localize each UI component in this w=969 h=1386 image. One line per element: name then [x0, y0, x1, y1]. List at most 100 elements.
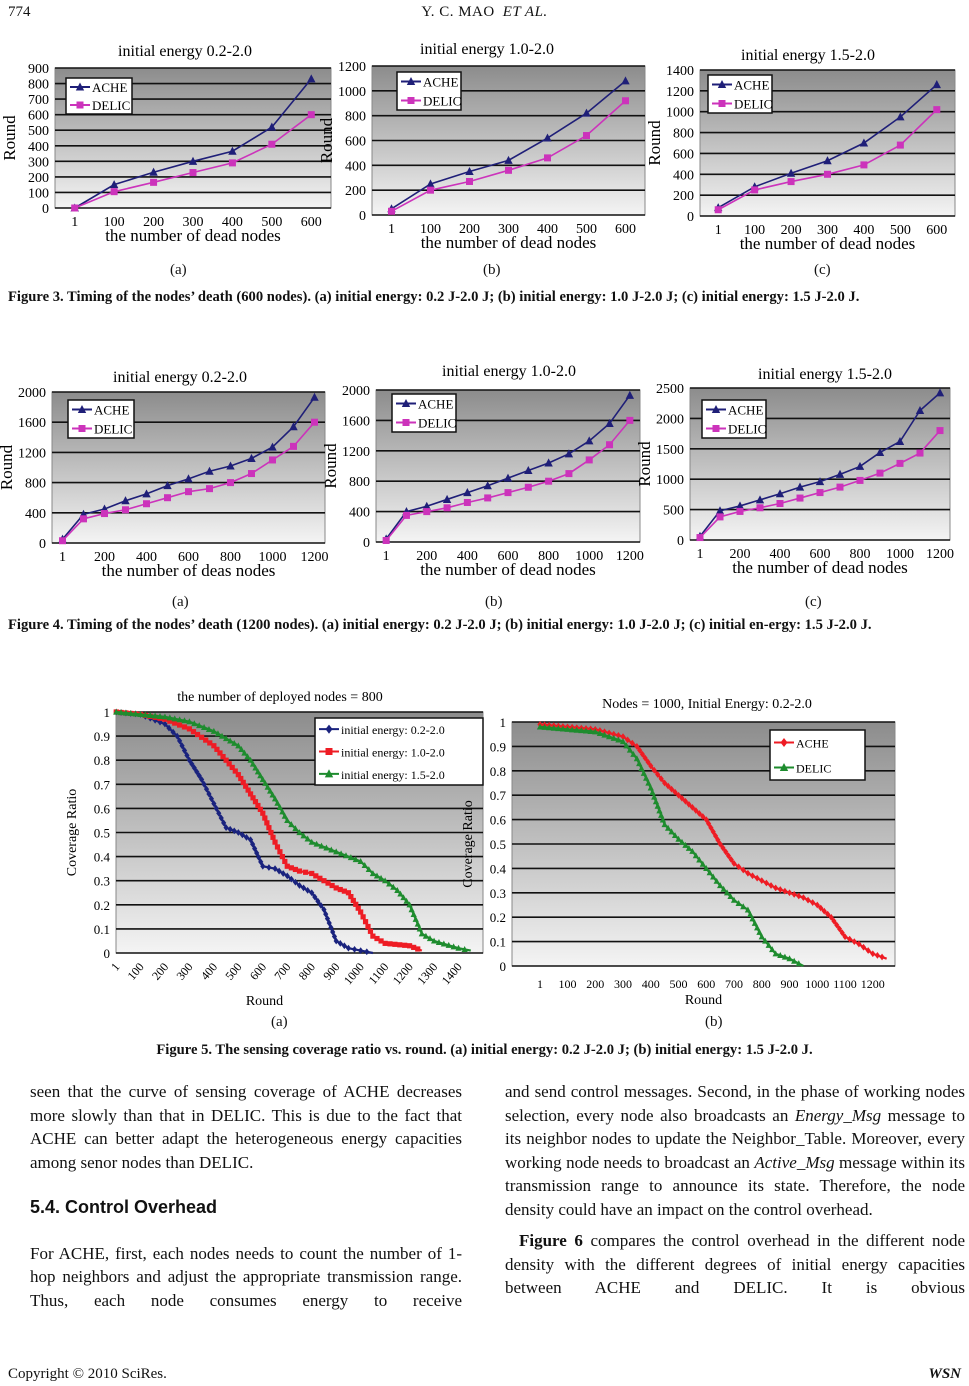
legend-box: [314, 717, 484, 786]
diamond-marker: [731, 860, 737, 867]
triangle-marker: [582, 727, 590, 734]
square-marker: [282, 858, 288, 865]
square-marker: [714, 206, 722, 214]
triangle-marker: [352, 856, 359, 863]
triangle-marker: [546, 724, 553, 731]
triangle-marker: [422, 501, 431, 510]
y-tick-label: 0.4: [94, 850, 111, 865]
square-marker: [150, 178, 158, 186]
diamond-marker: [196, 772, 202, 780]
triangle-marker: [408, 906, 415, 913]
y-tick-label: 1500: [656, 443, 684, 458]
diamond-marker: [223, 824, 229, 832]
diamond-marker: [258, 858, 264, 866]
triangle-marker: [137, 711, 144, 718]
triangle-marker: [735, 501, 745, 510]
x-tick-label: 800: [220, 550, 241, 565]
square-marker: [143, 500, 150, 508]
triangle-marker: [152, 712, 159, 719]
diamond-marker: [712, 832, 719, 840]
y-tick-label: 800: [25, 477, 46, 492]
square-marker: [211, 743, 217, 749]
square-marker: [321, 878, 327, 884]
x-tick-label: 300: [183, 215, 204, 230]
y-tick-label: 800: [349, 475, 370, 490]
diamond-marker: [679, 794, 685, 802]
square-marker: [255, 802, 261, 809]
diamond-marker: [865, 947, 871, 954]
triangle-marker: [524, 466, 533, 475]
series-initial-energy-1-5-2-0: [113, 708, 471, 952]
chart-title: initial energy 1.0-2.0: [420, 41, 554, 58]
square-marker: [504, 489, 512, 497]
diamond-marker: [836, 925, 843, 933]
diamond-marker: [272, 865, 278, 873]
page-number: 774: [8, 4, 31, 20]
x-tick-label: 400: [457, 549, 478, 564]
y-axis-label: Round: [317, 117, 336, 163]
y-tick-label: 900: [28, 62, 49, 77]
square-marker: [260, 810, 266, 816]
diamond-marker: [642, 754, 648, 762]
square-marker: [220, 753, 226, 760]
triangle-marker: [210, 727, 217, 734]
y-tick-label: 400: [25, 507, 46, 522]
fig4-caption: Figure 4. Timing of the nodes’ death (12…: [8, 617, 872, 633]
square-marker: [622, 97, 629, 105]
triangle-marker: [410, 911, 417, 918]
square-marker: [382, 940, 388, 946]
diamond-marker: [203, 785, 210, 793]
y-tick-label: 800: [673, 127, 694, 142]
square-marker: [309, 870, 315, 877]
triangle-marker: [756, 928, 763, 935]
triangle-marker: [455, 944, 462, 951]
triangle-marker: [596, 730, 604, 736]
y-tick-label: 0.7: [490, 788, 507, 803]
triangle-marker: [377, 874, 385, 881]
running-title-etal: ET AL.: [502, 4, 548, 20]
triangle-marker: [418, 930, 425, 937]
square-marker: [277, 849, 283, 855]
square-marker: [756, 504, 764, 512]
triangle-marker: [896, 112, 905, 121]
triangle-marker: [638, 764, 645, 771]
x-tick-label: 100: [104, 215, 125, 230]
fig3-panel-a: (a): [170, 262, 187, 278]
x-tick-label: 800: [753, 977, 771, 991]
diamond-marker: [658, 775, 664, 783]
triangle-marker: [781, 953, 789, 960]
square-marker: [264, 820, 270, 826]
square-marker: [290, 442, 297, 450]
y-tick-label: 0: [363, 536, 370, 551]
square-marker: [712, 425, 720, 432]
chart-title: initial energy 1.0-2.0: [442, 363, 576, 380]
triangle-marker: [585, 436, 594, 445]
series-ache: [695, 388, 945, 540]
square-marker: [262, 815, 268, 821]
legend: ACHE DELIC: [67, 399, 135, 439]
legend-label: ACHE: [418, 397, 453, 412]
fig3-panel-b: (b): [483, 262, 501, 278]
triangle-marker: [113, 708, 120, 715]
x-tick-label: 200: [94, 550, 115, 565]
y-tick-label: 1400: [666, 64, 694, 79]
triangle-marker: [422, 932, 430, 939]
triangle-marker: [623, 742, 630, 749]
triangle-marker: [109, 180, 119, 189]
triangle-marker: [400, 894, 407, 901]
square-marker: [524, 483, 532, 491]
series-delic: [696, 427, 944, 542]
x-tick-label: 1000: [259, 550, 287, 565]
square-marker: [382, 536, 390, 544]
diamond-marker: [651, 766, 657, 774]
square-marker: [238, 775, 244, 782]
legend: ACHE DELIC: [396, 71, 462, 111]
legend-label: initial energy: 0.2-2.0: [341, 723, 445, 737]
triangle-marker: [606, 733, 613, 740]
y-tick-label: 2500: [656, 382, 684, 397]
chart-title: Nodes = 1000, Initial Energy: 0.2-2.0: [602, 697, 812, 712]
x-tick-label: 400: [770, 547, 791, 562]
chart-5b: 00.10.20.30.40.50.60.70.80.911 100 200 300 4…: [461, 697, 896, 1008]
triangle-marker: [268, 442, 277, 451]
triangle-marker: [685, 844, 693, 851]
